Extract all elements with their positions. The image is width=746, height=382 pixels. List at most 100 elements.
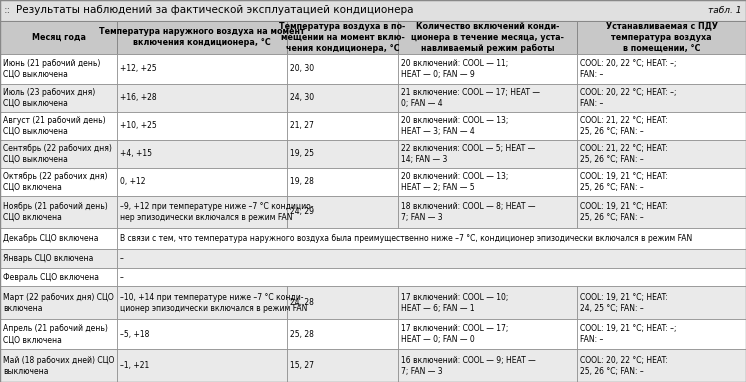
Bar (577, 140, 746, 168)
Bar (0, 0, 746, 21)
Text: +16, +28: +16, +28 (120, 93, 157, 102)
Text: Октябрь (22 рабочих дня)
СЦО включена: Октябрь (22 рабочих дня) СЦО включена (3, 172, 107, 192)
Bar (398, 196, 577, 228)
Text: 18 включений: COOL — 8; HEAT —
7; FAN — 3: 18 включений: COOL — 8; HEAT — 7; FAN — … (401, 202, 535, 222)
Text: табл. 1: табл. 1 (709, 6, 742, 15)
Bar (117, 350, 287, 382)
Text: 22 включения: COOL — 5; HEAT —
14; FAN — 3: 22 включения: COOL — 5; HEAT — 14; FAN —… (401, 144, 535, 164)
Bar (117, 112, 287, 140)
Bar (287, 140, 398, 168)
Bar (0, 319, 117, 350)
Text: Май (18 рабочих дней) СЦО
выключена: Май (18 рабочих дней) СЦО выключена (3, 356, 114, 376)
Text: 24, 28: 24, 28 (290, 298, 314, 307)
Text: Ноябрь (21 рабочий день)
СЦО включена: Ноябрь (21 рабочий день) СЦО включена (3, 202, 107, 222)
Bar (577, 84, 746, 112)
Text: –10, +14 при температуре ниже –7 °С конди-
ционер эпизодически включался в режим: –10, +14 при температуре ниже –7 °С конд… (120, 293, 307, 313)
Bar (287, 286, 398, 319)
Bar (577, 112, 746, 140)
Text: Февраль СЦО включена: Февраль СЦО включена (3, 273, 99, 282)
Text: Количество включений конди-
ционера в течение месяца, уста-
навливаемый режим ра: Количество включений конди- ционера в те… (411, 22, 564, 53)
Bar (117, 21, 287, 53)
Bar (0, 268, 117, 286)
Text: 21, 27: 21, 27 (290, 121, 314, 130)
Bar (0, 21, 117, 53)
Text: 17 включений: COOL — 17;
HEAT — 0; FAN — 0: 17 включений: COOL — 17; HEAT — 0; FAN —… (401, 324, 508, 344)
Text: –: – (120, 273, 124, 282)
Bar (0, 53, 117, 84)
Bar (287, 84, 398, 112)
Bar (577, 21, 746, 53)
Bar (398, 319, 577, 350)
Text: +4, +15: +4, +15 (120, 149, 152, 158)
Bar (0, 350, 117, 382)
Bar (398, 286, 577, 319)
Bar (287, 112, 398, 140)
Bar (577, 168, 746, 196)
Text: COOL: 21, 22 °С; HEAT:
25, 26 °С; FAN: –: COOL: 21, 22 °С; HEAT: 25, 26 °С; FAN: – (580, 144, 668, 164)
Bar (398, 21, 577, 53)
Text: 20 включений: COOL — 13;
HEAT — 2; FAN — 5: 20 включений: COOL — 13; HEAT — 2; FAN —… (401, 172, 508, 192)
Text: Январь СЦО включена: Январь СЦО включена (3, 254, 93, 263)
Text: 19, 28: 19, 28 (290, 177, 314, 186)
Bar (117, 249, 746, 268)
Text: Месяц года: Месяц года (31, 33, 86, 42)
Bar (398, 84, 577, 112)
Text: 21 включение: COOL — 17; HEAT —
0; FAN — 4: 21 включение: COOL — 17; HEAT — 0; FAN —… (401, 88, 539, 108)
Bar (577, 53, 746, 84)
Bar (117, 286, 287, 319)
Bar (0, 168, 117, 196)
Text: COOL: 20, 22 °С; HEAT:
25, 26 °С; FAN: –: COOL: 20, 22 °С; HEAT: 25, 26 °С; FAN: – (580, 356, 668, 376)
Text: COOL: 19, 21 °С; HEAT:
24, 25 °С; FAN: –: COOL: 19, 21 °С; HEAT: 24, 25 °С; FAN: – (580, 293, 668, 313)
Text: 20, 30: 20, 30 (290, 64, 314, 73)
Bar (398, 168, 577, 196)
Bar (287, 168, 398, 196)
Text: COOL: 20, 22 °С; HEAT: –;
FAN: –: COOL: 20, 22 °С; HEAT: –; FAN: – (580, 88, 677, 108)
Bar (577, 350, 746, 382)
Text: 16 включений: COOL — 9; HEAT —
7; FAN — 3: 16 включений: COOL — 9; HEAT — 7; FAN — … (401, 356, 536, 376)
Bar (0, 140, 117, 168)
Bar (117, 53, 287, 84)
Bar (398, 350, 577, 382)
Text: Апрель (21 рабочий день)
СЦО включена: Апрель (21 рабочий день) СЦО включена (3, 324, 108, 344)
Text: Устанавливаемая с ПДУ
температура воздуха
в помещении, °С: Устанавливаемая с ПДУ температура воздух… (606, 22, 718, 53)
Bar (117, 84, 287, 112)
Text: В связи с тем, что температура наружного воздуха была преимущественно ниже –7 °С: В связи с тем, что температура наружного… (120, 234, 692, 243)
Text: 20 включений: COOL — 13;
HEAT — 3; FAN — 4: 20 включений: COOL — 13; HEAT — 3; FAN —… (401, 116, 508, 136)
Bar (117, 319, 287, 350)
Text: 20 включений: COOL — 11;
HEAT — 0; FAN — 9: 20 включений: COOL — 11; HEAT — 0; FAN —… (401, 59, 508, 79)
Text: COOL: 20, 22 °С; HEAT: –;
FAN: –: COOL: 20, 22 °С; HEAT: –; FAN: – (580, 59, 677, 79)
Text: Июль (23 рабочих дня)
СЦО выключена: Июль (23 рабочих дня) СЦО выключена (3, 88, 95, 108)
Text: Август (21 рабочий день)
СЦО выключена: Август (21 рабочий день) СЦО выключена (3, 116, 106, 136)
Bar (398, 112, 577, 140)
Text: COOL: 19, 21 °С; HEAT: –;
FAN: –: COOL: 19, 21 °С; HEAT: –; FAN: – (580, 324, 677, 344)
Bar (0, 196, 117, 228)
Text: Декабрь СЦО включена: Декабрь СЦО включена (3, 234, 98, 243)
Text: +10, +25: +10, +25 (120, 121, 157, 130)
Text: Сентябрь (22 рабочих дня)
СЦО выключена: Сентябрь (22 рабочих дня) СЦО выключена (3, 144, 112, 164)
Text: 25, 28: 25, 28 (290, 330, 314, 339)
Text: –1, +21: –1, +21 (120, 361, 149, 370)
Text: Результаты наблюдений за фактической эксплуатацией кондиционера: Результаты наблюдений за фактической экс… (16, 5, 413, 16)
Text: Температура наружного воздуха на момент
включения кондиционера, °С: Температура наружного воздуха на момент … (99, 27, 305, 47)
Bar (577, 286, 746, 319)
Text: 0, +12: 0, +12 (120, 177, 145, 186)
Bar (577, 196, 746, 228)
Bar (287, 53, 398, 84)
Text: –: – (120, 254, 124, 263)
Text: +12, +25: +12, +25 (120, 64, 157, 73)
Text: Март (22 рабочих дня) СЦО
включена: Март (22 рабочих дня) СЦО включена (3, 293, 113, 313)
Bar (117, 168, 287, 196)
Bar (0, 84, 117, 112)
Text: 24, 30: 24, 30 (290, 93, 314, 102)
Bar (287, 319, 398, 350)
Text: COOL: 19, 21 °С; HEAT:
25, 26 °С; FAN: –: COOL: 19, 21 °С; HEAT: 25, 26 °С; FAN: – (580, 172, 668, 192)
Bar (117, 140, 287, 168)
Bar (398, 140, 577, 168)
Bar (117, 268, 746, 286)
Bar (398, 53, 577, 84)
Text: Температура воздуха в по-
мещении на момент вклю-
чения кондиционера, °С: Температура воздуха в по- мещении на мом… (279, 22, 406, 53)
Bar (0, 249, 117, 268)
Bar (287, 21, 398, 53)
Text: –5, +18: –5, +18 (120, 330, 149, 339)
Text: Июнь (21 рабочий день)
СЦО выключена: Июнь (21 рабочий день) СЦО выключена (3, 59, 101, 79)
